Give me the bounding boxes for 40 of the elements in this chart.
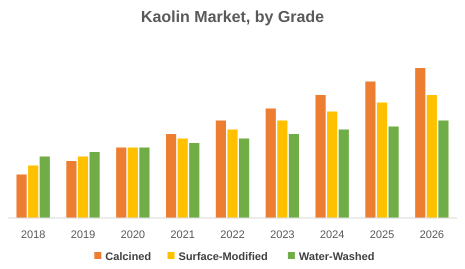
x-tick-label: 2025 xyxy=(370,229,394,241)
x-tick-label: 2019 xyxy=(70,229,96,241)
bar xyxy=(438,120,449,218)
bar xyxy=(40,156,50,218)
bar xyxy=(388,126,399,218)
bar xyxy=(166,134,176,218)
bar xyxy=(89,152,100,218)
x-tick-label: 2024 xyxy=(320,229,344,241)
x-tick-label: 2020 xyxy=(120,229,146,241)
bar xyxy=(78,156,88,218)
bar xyxy=(365,82,376,218)
bar xyxy=(28,166,38,218)
bar xyxy=(216,120,226,218)
bar xyxy=(426,95,437,218)
bar xyxy=(315,95,326,218)
x-tick-label: 2021 xyxy=(170,229,195,241)
chart-title: Kaolin Market, by Grade xyxy=(140,9,324,26)
bar xyxy=(128,148,138,218)
legend-label: Water-Washed xyxy=(298,251,374,263)
bar xyxy=(376,102,388,218)
bar xyxy=(288,134,300,218)
x-tick-label: 2023 xyxy=(270,229,295,241)
legend-label: Surface-Modified xyxy=(178,251,268,263)
bar xyxy=(338,130,349,218)
legend-label: Calcined xyxy=(105,251,152,263)
bar xyxy=(266,108,276,218)
x-tick-label: 2018 xyxy=(20,229,46,241)
bar xyxy=(16,174,27,218)
bar xyxy=(327,112,338,218)
bar xyxy=(178,138,188,218)
x-tick-label: 2026 xyxy=(420,229,444,241)
bar xyxy=(116,148,126,218)
x-tick-label: 2022 xyxy=(220,229,245,241)
bar xyxy=(227,130,238,218)
bar xyxy=(415,68,426,218)
bar xyxy=(139,148,150,218)
bar xyxy=(66,161,77,218)
bar xyxy=(277,120,288,218)
bar xyxy=(238,138,250,218)
bar xyxy=(189,143,200,218)
